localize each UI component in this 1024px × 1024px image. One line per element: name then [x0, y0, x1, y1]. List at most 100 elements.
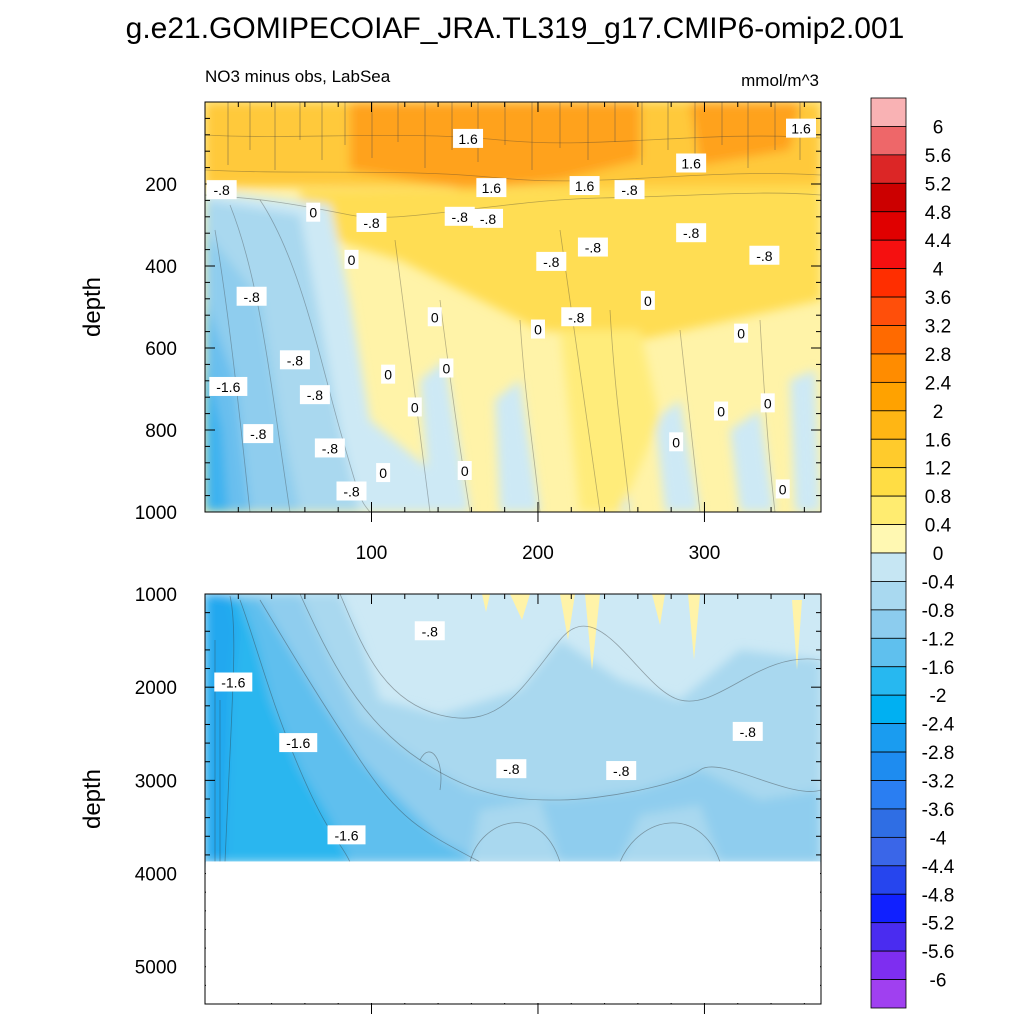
colorbar-swatch [870, 552, 907, 582]
upper-contour-label: 0 [760, 393, 775, 413]
svg-text:0: 0 [717, 404, 725, 420]
upper-contour-label: 1.6 [786, 118, 817, 138]
upper-contour-label: 0 [530, 319, 545, 339]
upper-contour-label: 1.6 [676, 153, 707, 173]
svg-text:-.8: -.8 [422, 623, 439, 639]
upper-plot-frame [204, 101, 822, 513]
svg-text:0: 0 [672, 434, 680, 450]
svg-text:-.8: -.8 [243, 289, 260, 305]
upper-contour-label: 0 [407, 397, 422, 417]
svg-text:-.8: -.8 [452, 209, 469, 225]
upper-contour-label: 0 [640, 290, 655, 310]
upper-contour-label: -.8 [614, 180, 645, 200]
svg-text:0: 0 [461, 463, 469, 479]
svg-text:0: 0 [431, 309, 439, 325]
svg-text:-1.6: -1.6 [216, 379, 240, 395]
colorbar-label: 2.8 [925, 345, 951, 366]
svg-text:0: 0 [764, 395, 772, 411]
colorbar-swatch [870, 524, 907, 554]
upper-contour-label: -.8 [577, 237, 608, 257]
colorbar-label: 0.4 [925, 516, 952, 537]
upper-contour-field [205, 102, 821, 512]
upper-contour-label: -.8 [356, 212, 387, 232]
svg-text:-.8: -.8 [683, 225, 700, 241]
svg-text:-.8: -.8 [585, 240, 602, 256]
upper-y-axis: 200 400 600 800 1000 [135, 101, 821, 524]
colorbar-label: -2.4 [922, 715, 955, 736]
svg-text:0: 0 [411, 399, 419, 415]
upper-contour-label: -1.6 [209, 376, 248, 396]
upper-contour-label: 0 [381, 364, 396, 384]
upper-y-axis-label: depth [79, 277, 106, 337]
colorbar-label: -4.8 [922, 885, 955, 906]
colorbar-label: 5.2 [925, 174, 951, 195]
colorbar-label: -5.2 [922, 914, 955, 935]
lower-contour-label: -1.6 [327, 825, 366, 845]
lower-y-tick-label: 4000 [135, 865, 177, 886]
svg-text:-.8: -.8 [480, 211, 497, 227]
colorbar-label: -4 [930, 828, 947, 849]
colorbar-label: 2 [933, 402, 944, 423]
colorbar-swatch [870, 154, 907, 184]
upper-contour-label: 1.6 [476, 178, 507, 198]
x-tick-label: 200 [522, 543, 554, 564]
svg-text:1.6: 1.6 [681, 156, 701, 172]
svg-text:0: 0 [737, 326, 745, 342]
upper-y-tick-label: 1000 [135, 503, 177, 524]
colorbar-label: -1.6 [922, 658, 955, 679]
svg-text:0: 0 [379, 465, 387, 481]
panel-units-label: mmol/m^3 [741, 71, 819, 90]
upper-contour-label: 0 [457, 461, 472, 480]
lower-y-tick-label: 3000 [135, 771, 177, 792]
colorbar-swatch [870, 666, 907, 696]
upper-contour-label: -.8 [243, 424, 274, 444]
lower-y-tick-label: 5000 [135, 958, 177, 979]
upper-contour-label: 1.6 [569, 176, 600, 196]
colorbar-swatch [870, 950, 907, 980]
lower-y-tick-label: 1000 [135, 585, 177, 606]
svg-text:1.6: 1.6 [575, 178, 595, 194]
colorbar-label: -0.4 [922, 572, 955, 593]
colorbar-label: -3.2 [922, 772, 955, 793]
svg-text:0: 0 [384, 367, 392, 383]
lower-contour-label: -1.6 [279, 733, 318, 753]
upper-contour-label: -.8 [299, 385, 330, 405]
svg-text:0: 0 [309, 205, 317, 221]
svg-text:0: 0 [348, 252, 356, 268]
colorbar: 6 5.6 5.2 4.8 4.4 4 3.6 3.2 2.8 2.4 2 1.6 1.2 0.8 0.4 0… [870, 97, 955, 1009]
upper-contour-label: -.8 [236, 286, 267, 306]
lower-y-tick-label: 2000 [135, 678, 177, 699]
colorbar-swatch [870, 865, 907, 895]
colorbar-label: -6 [930, 971, 947, 992]
upper-contour-label: -.8 [444, 206, 475, 226]
colorbar-swatch [870, 268, 907, 298]
upper-contour-label: 0 [306, 202, 321, 222]
colorbar-swatch [870, 979, 907, 1009]
colorbar-label: 4.4 [925, 231, 952, 252]
upper-contour-label: 1.6 [453, 128, 484, 148]
upper-contour-label: -.8 [314, 438, 345, 458]
colorbar-swatch [870, 694, 907, 725]
svg-text:-.8: -.8 [503, 761, 520, 777]
colorbar-swatch [870, 325, 907, 355]
colorbar-label: 4.8 [925, 203, 951, 224]
figure-title: g.e21.GOMIPECOIAF_JRA.TL319_g17.CMIP6-om… [126, 12, 905, 45]
svg-text:0: 0 [443, 361, 451, 377]
colorbar-label: 3.2 [925, 317, 951, 338]
colorbar-swatch [870, 211, 907, 241]
upper-contour-label: 0 [344, 249, 359, 269]
colorbar-swatch [870, 893, 907, 924]
upper-contour-label: -.8 [336, 481, 367, 501]
upper-contour-label: 0 [376, 463, 391, 483]
lower-x-axis [206, 594, 820, 1014]
svg-text:1.6: 1.6 [791, 121, 811, 137]
upper-contour-label: 0 [439, 358, 454, 378]
colorbar-swatch [870, 381, 907, 412]
colorbar-swatch [870, 609, 907, 639]
colorbar-label: 0.8 [925, 487, 951, 508]
svg-text:-.8: -.8 [363, 215, 380, 231]
colorbar-label: 4 [933, 260, 944, 281]
colorbar-swatch [870, 182, 907, 213]
